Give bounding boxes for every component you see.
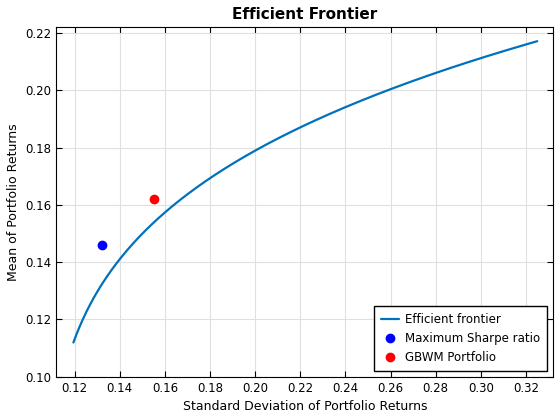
Efficient frontier xyxy=(293,127,300,132)
Title: Efficient Frontier: Efficient Frontier xyxy=(232,7,377,22)
Y-axis label: Mean of Portfolio Returns: Mean of Portfolio Returns xyxy=(7,123,20,281)
Efficient frontier xyxy=(450,64,457,69)
Legend: Efficient frontier, Maximum Sharpe ratio, GBWM Portfolio: Efficient frontier, Maximum Sharpe ratio… xyxy=(374,306,547,371)
Efficient frontier xyxy=(346,103,353,108)
Efficient frontier xyxy=(290,128,297,133)
Efficient frontier xyxy=(321,114,328,119)
X-axis label: Standard Deviation of Portfolio Returns: Standard Deviation of Portfolio Returns xyxy=(183,400,427,413)
Efficient frontier xyxy=(522,42,529,47)
Efficient frontier xyxy=(70,340,77,345)
Efficient frontier xyxy=(534,39,540,44)
Line: Efficient frontier: Efficient frontier xyxy=(73,41,537,342)
